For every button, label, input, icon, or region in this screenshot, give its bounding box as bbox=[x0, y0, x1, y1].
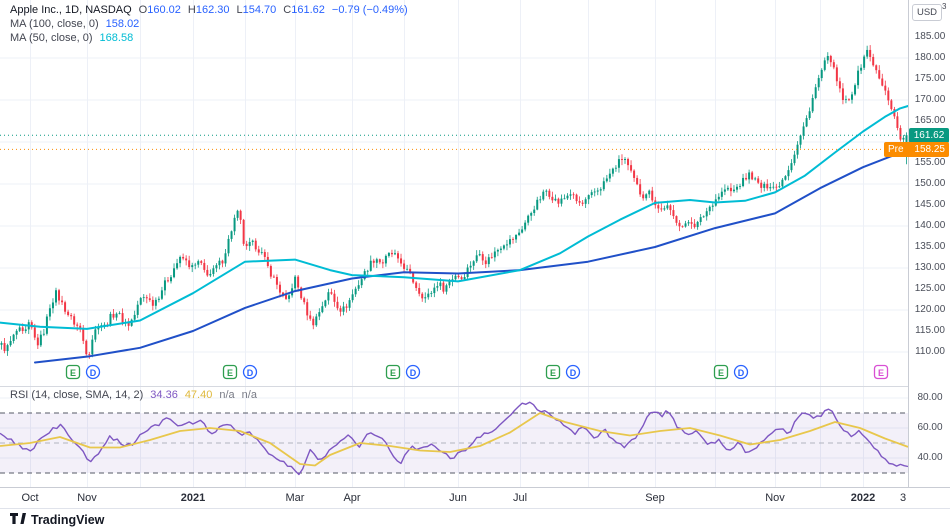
ma50-value: 168.58 bbox=[99, 32, 134, 44]
svg-text:E: E bbox=[227, 368, 233, 378]
last-price-badge: 161.62 bbox=[909, 128, 949, 143]
svg-text:D: D bbox=[570, 368, 577, 378]
price-tick-label: 145.00 bbox=[914, 199, 946, 210]
premarket-label: Pre bbox=[888, 144, 904, 155]
bottom-toolbar: TradingView bbox=[0, 508, 950, 531]
svg-text:D: D bbox=[410, 368, 417, 378]
svg-text:D: D bbox=[247, 368, 254, 378]
ohlc-close: C161.62 bbox=[283, 4, 325, 16]
time-tick-label: Oct bbox=[21, 492, 39, 504]
time-tick-label: Jul bbox=[512, 492, 528, 504]
ma100-line[interactable] bbox=[34, 149, 909, 364]
price-tick-label: 155.00 bbox=[914, 157, 946, 168]
ohlc-open: O160.02 bbox=[138, 4, 181, 16]
time-tick-label: Mar bbox=[285, 492, 305, 504]
rsi-sma-line[interactable] bbox=[0, 412, 909, 467]
change-value: −0.79 (−0.49%) bbox=[331, 4, 408, 16]
rsi-tick-label: 80.00 bbox=[917, 392, 943, 403]
time-tick-label: 2022 bbox=[850, 492, 876, 504]
currency-superscript: 3 bbox=[942, 2, 947, 11]
svg-text:E: E bbox=[550, 368, 556, 378]
earnings-marker-icon[interactable]: E bbox=[65, 364, 81, 380]
symbol-title: Apple Inc., 1D, NASDAQ bbox=[10, 4, 132, 16]
ma50-legend-row[interactable]: MA (50, close, 0) 168.58 bbox=[10, 31, 408, 45]
rsi-sma-value: 47.40 bbox=[184, 389, 213, 401]
dividend-marker-icon[interactable]: D bbox=[242, 364, 258, 380]
svg-text:E: E bbox=[718, 368, 724, 378]
time-tick-label: Apr bbox=[343, 492, 361, 504]
pane-separator[interactable] bbox=[0, 386, 950, 387]
earnings-marker-icon[interactable]: E bbox=[713, 364, 729, 380]
dividend-marker-icon[interactable]: D bbox=[85, 364, 101, 380]
price-tick-label: 150.00 bbox=[914, 178, 946, 189]
rsi-tick-label: 60.00 bbox=[917, 422, 943, 433]
symbol-legend-row[interactable]: Apple Inc., 1D, NASDAQ O160.02 H162.30 L… bbox=[10, 3, 408, 17]
time-tick-label: Sep bbox=[645, 492, 665, 504]
ohlc-low: L154.70 bbox=[236, 4, 277, 16]
ma100-legend-row[interactable]: MA (100, close, 0) 158.02 bbox=[10, 17, 408, 31]
price-tick-label: 125.00 bbox=[914, 283, 946, 294]
rsi-line[interactable] bbox=[0, 401, 909, 476]
earnings-marker-icon[interactable]: E bbox=[385, 364, 401, 380]
price-tick-label: 110.00 bbox=[915, 346, 945, 357]
price-tick-label: 135.00 bbox=[914, 241, 946, 252]
earnings-marker-icon[interactable]: E bbox=[222, 364, 238, 380]
price-tick-label: 180.00 bbox=[914, 52, 946, 63]
tradingview-logo-icon[interactable] bbox=[10, 511, 26, 529]
rsi-legend-row[interactable]: RSI (14, close, SMA, 14, 2) 34.36 47.40 … bbox=[10, 389, 257, 401]
svg-text:E: E bbox=[70, 368, 76, 378]
rsi-tick-label: 40.00 bbox=[917, 452, 943, 463]
svg-text:E: E bbox=[878, 368, 884, 378]
price-tick-label: 130.00 bbox=[914, 262, 946, 273]
time-tick-label: Jun bbox=[449, 492, 467, 504]
ma100-label: MA (100, close, 0) bbox=[10, 18, 99, 30]
earnings-marker-icon[interactable]: E bbox=[873, 364, 889, 380]
earnings-marker-icon[interactable]: E bbox=[545, 364, 561, 380]
gridlines bbox=[0, 0, 908, 487]
premarket-value: 158.25 bbox=[914, 144, 945, 155]
ma100-value: 158.02 bbox=[105, 18, 140, 30]
price-tick-label: 175.00 bbox=[914, 73, 946, 84]
price-tick-label: 185.00 bbox=[914, 31, 946, 42]
ma50-label: MA (50, close, 0) bbox=[10, 32, 93, 44]
ohlc-high: H162.30 bbox=[187, 4, 230, 16]
candlesticks bbox=[0, 45, 908, 359]
rsi-label: RSI (14, close, SMA, 14, 2) bbox=[10, 389, 144, 401]
price-tick-label: 170.00 bbox=[914, 94, 946, 105]
time-tick-label: 3 bbox=[899, 492, 907, 504]
time-tick-label: Nov bbox=[765, 492, 785, 504]
price-tick-label: 165.00 bbox=[914, 115, 946, 126]
dividend-marker-icon[interactable]: D bbox=[733, 364, 749, 380]
svg-text:E: E bbox=[390, 368, 396, 378]
ma50-line[interactable] bbox=[0, 105, 909, 330]
brand-name[interactable]: TradingView bbox=[31, 513, 105, 527]
premarket-price-badge: Pre 158.25 bbox=[884, 142, 949, 157]
chart-legend: Apple Inc., 1D, NASDAQ O160.02 H162.30 L… bbox=[10, 3, 408, 45]
price-tick-label: 140.00 bbox=[914, 220, 946, 231]
price-scale[interactable]: 185.00180.00175.00170.00165.00160.00155.… bbox=[908, 0, 950, 508]
time-tick-label: Nov bbox=[77, 492, 97, 504]
time-scale[interactable]: Oct Nov 2021 Mar Apr Jun Jul Sep Nov 2022 3 bbox=[0, 487, 950, 509]
dividend-marker-icon[interactable]: D bbox=[565, 364, 581, 380]
currency-button[interactable]: USD bbox=[912, 4, 942, 21]
price-tick-label: 120.00 bbox=[914, 304, 946, 315]
rsi-na-2: n/a bbox=[241, 389, 257, 401]
rsi-value: 34.36 bbox=[150, 389, 178, 401]
dividend-marker-icon[interactable]: D bbox=[405, 364, 421, 380]
svg-text:D: D bbox=[738, 368, 745, 378]
rsi-na-1: n/a bbox=[219, 389, 235, 401]
svg-text:D: D bbox=[90, 368, 97, 378]
price-tick-label: 115.00 bbox=[915, 325, 945, 336]
time-tick-label: 2021 bbox=[180, 492, 206, 504]
